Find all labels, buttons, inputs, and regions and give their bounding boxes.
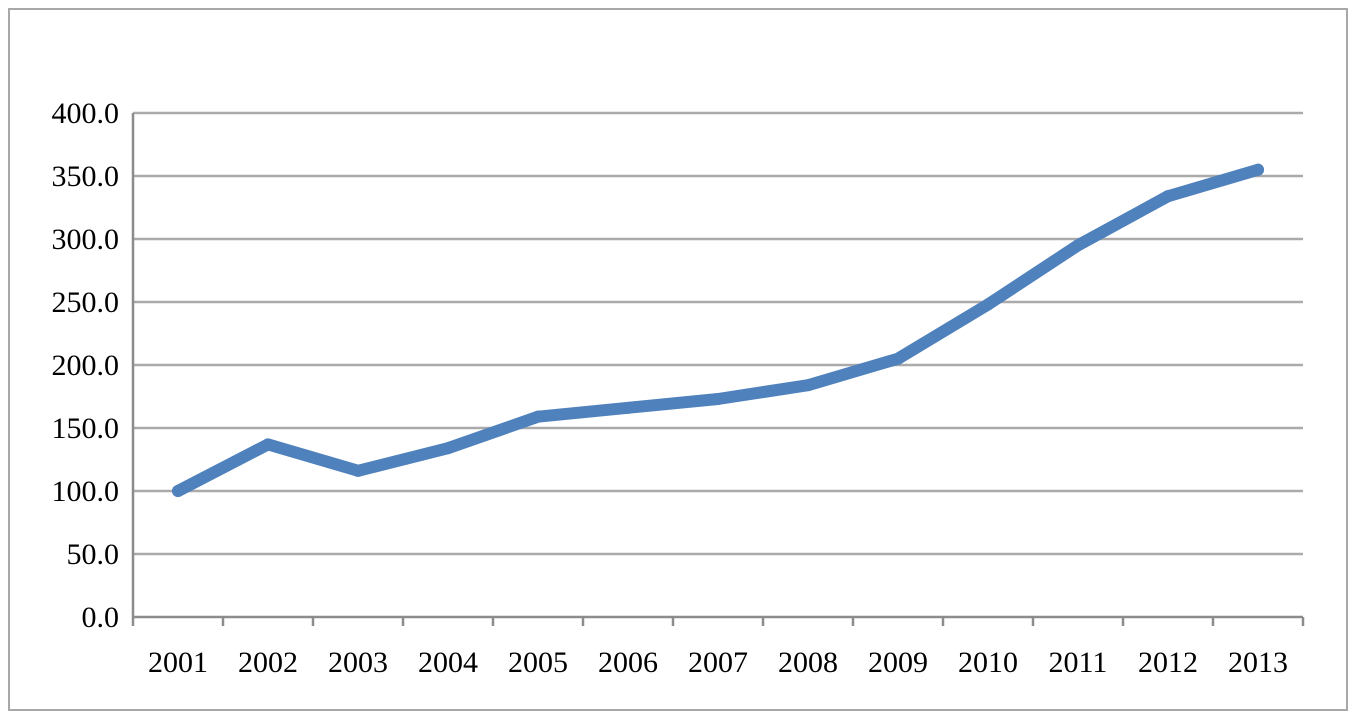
- data-point: [352, 464, 364, 477]
- y-tick-label: 100.0: [52, 475, 120, 508]
- y-tick-label: 50.0: [67, 538, 120, 571]
- data-point: [1252, 163, 1264, 176]
- data-point: [1162, 190, 1174, 203]
- data-point: [172, 485, 184, 497]
- data-point: [532, 410, 544, 423]
- y-tick-label: 300.0: [52, 223, 120, 256]
- x-tick-label: 2006: [598, 646, 658, 679]
- x-tick-label: 2002: [238, 646, 298, 679]
- x-tick-label: 2007: [688, 646, 748, 679]
- data-point: [712, 393, 724, 406]
- series-layer: [172, 163, 1264, 497]
- x-tick-label: 2013: [1228, 646, 1288, 679]
- y-tick-label: 400.0: [52, 97, 120, 130]
- y-axis-tick-labels: 0.0 50.0 100.0 150.0 200.0 250.0 300.0 350.0 400…: [52, 97, 120, 634]
- data-point: [802, 379, 814, 392]
- x-tick-label: 2009: [868, 646, 928, 679]
- x-tick-label: 2001: [148, 646, 208, 679]
- x-tick-label: 2008: [778, 646, 838, 679]
- x-axis-tick-labels: 2001 2002 2003 2004 2005 2006 2007 2008 2009 2010…: [148, 646, 1288, 679]
- x-tick-label: 2011: [1049, 646, 1108, 679]
- y-tick-label: 150.0: [52, 412, 120, 445]
- y-tick-label: 200.0: [52, 349, 120, 382]
- data-point: [1072, 239, 1084, 252]
- data-point: [982, 298, 994, 311]
- series-line: [172, 163, 1264, 497]
- y-tick-label: 0.0: [82, 601, 120, 634]
- data-point: [262, 438, 274, 451]
- y-tick-label: 250.0: [52, 286, 120, 319]
- axes: [131, 113, 1305, 626]
- chart-frame: [8, 8, 1348, 711]
- x-tick-label: 2003: [328, 646, 388, 679]
- data-point: [622, 401, 634, 414]
- x-tick-label: 2005: [508, 646, 568, 679]
- data-point: [892, 352, 904, 365]
- gridlines: [133, 111, 1303, 556]
- data-point: [442, 442, 454, 455]
- x-tick-label: 2010: [958, 646, 1018, 679]
- x-tick-label: 2004: [418, 646, 478, 679]
- x-tick-label: 2012: [1138, 646, 1198, 679]
- y-tick-label: 350.0: [52, 160, 120, 193]
